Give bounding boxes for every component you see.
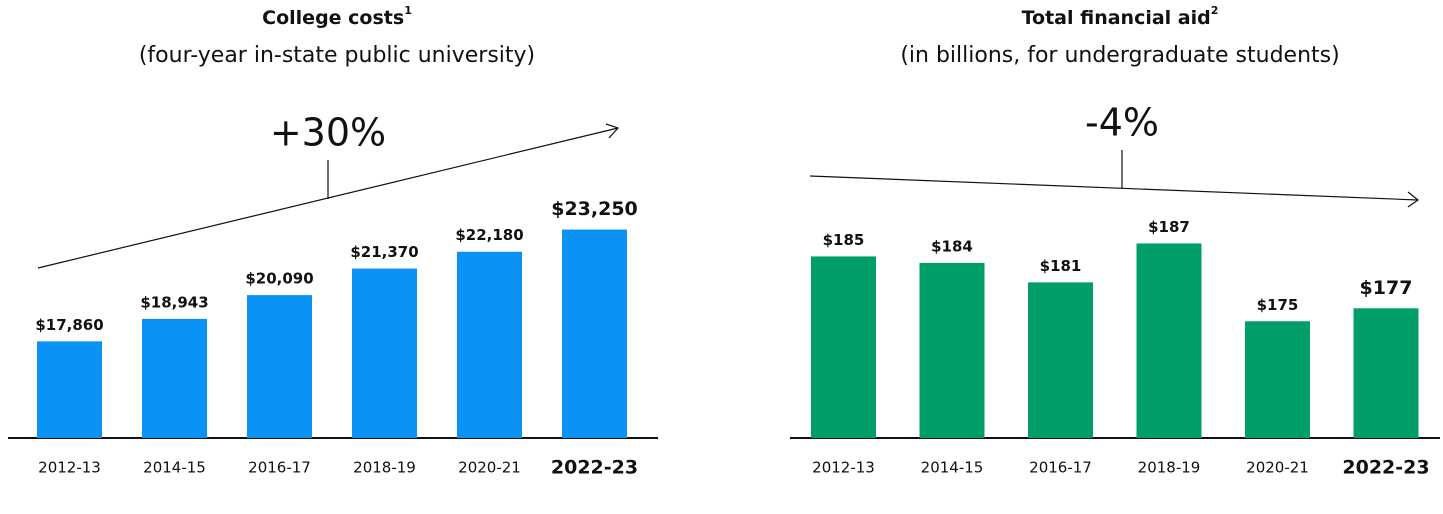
bar: [457, 251, 522, 438]
x-tick-label: 2020-21: [458, 459, 521, 477]
value-label: $23,250: [551, 198, 638, 220]
value-label: $181: [1040, 257, 1082, 275]
x-tick-label: 2012-13: [812, 459, 875, 477]
chart-subtitle: (in billions, for undergraduate students…: [900, 43, 1339, 68]
x-tick-label: 2012-13: [38, 459, 101, 477]
bar: [1136, 243, 1202, 438]
x-tick-label: 2022-23: [551, 457, 638, 479]
value-label: $17,860: [35, 316, 103, 334]
x-tick-label: 2016-17: [248, 459, 311, 477]
bar: [1245, 321, 1310, 438]
bar: [247, 295, 312, 438]
value-label: $20,090: [245, 270, 313, 288]
value-label: $175: [1257, 296, 1299, 314]
value-label: $184: [931, 237, 973, 255]
x-tick-label: 2020-21: [1246, 459, 1309, 477]
bar: [37, 341, 102, 438]
value-label: $22,180: [455, 226, 523, 244]
x-tick-label: 2018-19: [1138, 459, 1201, 477]
trend-arrow: [37, 123, 620, 269]
chart-subtitle: (four-year in-state public university): [139, 43, 535, 68]
bar: [1353, 308, 1419, 438]
x-tick-label: 2022-23: [1342, 457, 1429, 479]
x-tick-label: 2014-15: [921, 459, 984, 477]
value-label: $177: [1360, 277, 1413, 299]
title-superscript: 1: [404, 4, 412, 17]
bar: [142, 318, 207, 438]
change-annotation: +30%: [270, 111, 386, 155]
change-annotation: -4%: [1085, 101, 1159, 145]
bar: [1028, 282, 1093, 438]
title-superscript: 2: [1211, 4, 1219, 17]
bar: [919, 262, 985, 438]
bar: [352, 268, 417, 438]
bar: [811, 256, 876, 438]
bar: [562, 229, 627, 438]
chart-title: Total financial aid2: [1022, 4, 1219, 29]
x-tick-label: 2014-15: [143, 459, 206, 477]
x-tick-label: 2018-19: [353, 459, 416, 477]
x-tick-label: 2016-17: [1029, 459, 1092, 477]
value-label: $18,943: [140, 293, 208, 311]
trend-arrow: [809, 150, 1420, 208]
value-label: $185: [823, 231, 865, 249]
title-text: Total financial aid: [1022, 7, 1211, 29]
value-label: $21,370: [350, 243, 418, 261]
value-label: $187: [1148, 218, 1190, 236]
chart-title: College costs1: [262, 4, 412, 29]
title-text: College costs: [262, 7, 404, 29]
